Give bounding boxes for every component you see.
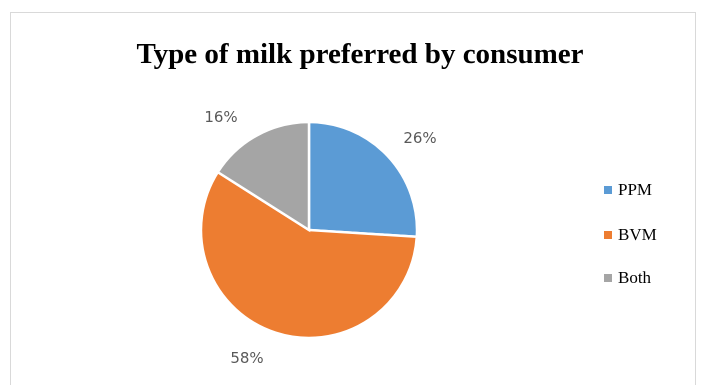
pie-slice-ppm	[307, 120, 419, 239]
data-label-bvm: 58%	[230, 349, 263, 367]
legend-item-bvm: BVM	[604, 225, 657, 245]
legend-item-both: Both	[604, 268, 651, 288]
pie-slice-bvm	[199, 170, 419, 340]
legend-label: PPM	[618, 180, 653, 199]
legend-label: BVM	[618, 225, 657, 244]
legend-swatch	[604, 231, 612, 239]
legend-label: Both	[618, 268, 652, 287]
legend-swatch	[604, 274, 612, 282]
chart-title: Type of milk preferred by consumer	[136, 38, 584, 70]
legend-swatch	[604, 186, 612, 194]
data-label-both: 16%	[204, 108, 237, 126]
pie-slice-both	[216, 120, 311, 233]
legend-item-ppm: PPM	[604, 180, 652, 200]
data-label-ppm: 26%	[403, 129, 436, 147]
